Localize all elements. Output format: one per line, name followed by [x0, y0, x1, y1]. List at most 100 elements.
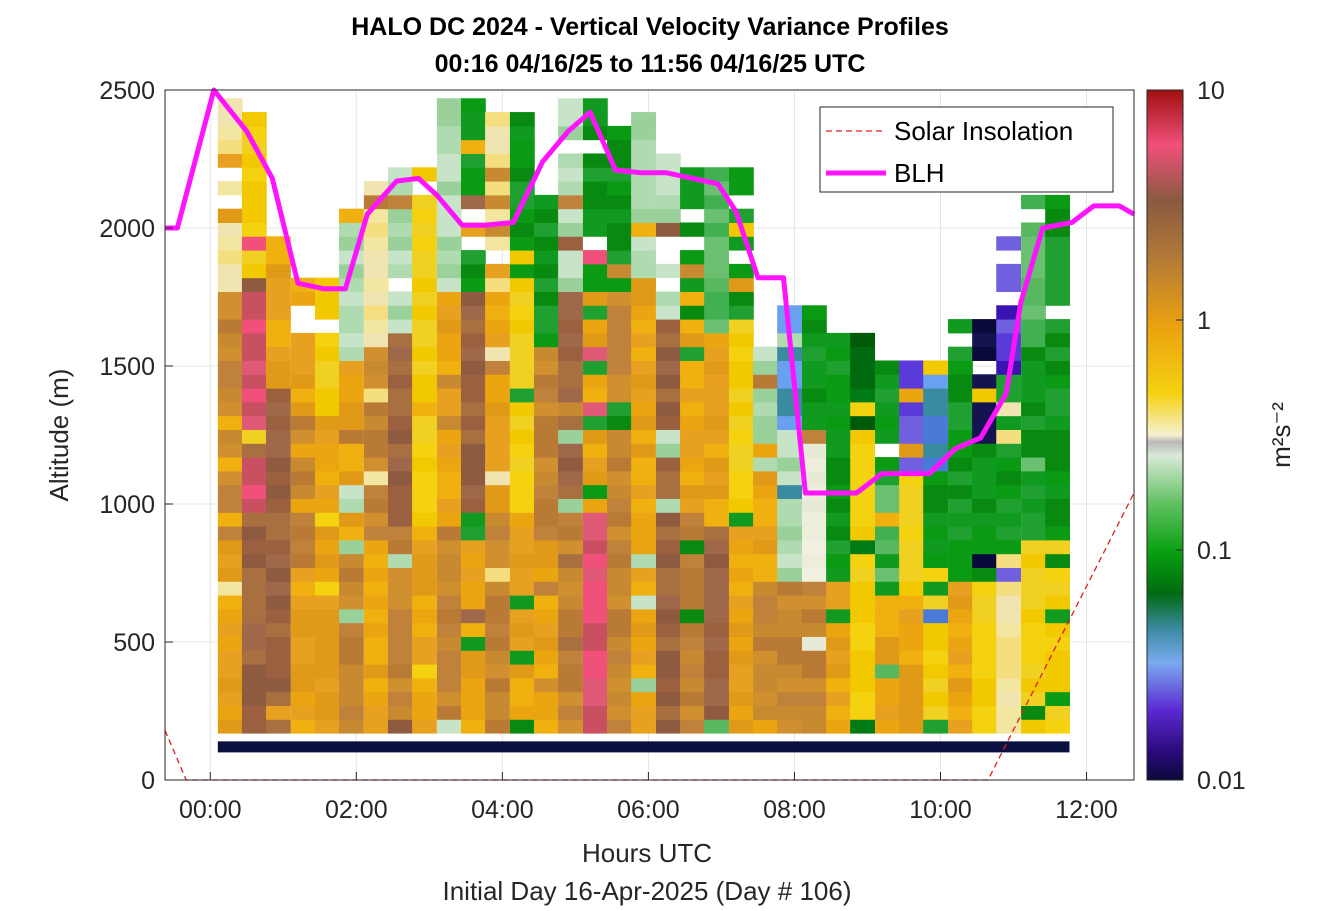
heatmap-cell: [850, 388, 876, 403]
heatmap-cell: [509, 139, 535, 154]
heatmap-cell: [826, 457, 851, 472]
heatmap-cell: [290, 443, 316, 458]
heatmap-cell: [460, 470, 486, 486]
heatmap-cell: [875, 705, 900, 720]
heatmap-cell: [460, 346, 486, 361]
heatmap-cell: [680, 664, 705, 679]
heatmap-cell: [241, 305, 267, 320]
heatmap-cell: [655, 332, 681, 348]
heatmap-cell: [217, 650, 243, 665]
heatmap-cell: [387, 291, 413, 306]
heatmap-cell: [363, 332, 389, 348]
heatmap-cell: [290, 608, 316, 624]
heatmap-cell: [704, 277, 729, 292]
heatmap-cell: [363, 263, 389, 279]
heatmap-cell: [826, 650, 851, 665]
heatmap-cell: [363, 595, 389, 610]
heatmap-cell: [217, 277, 243, 292]
heatmap-cell: [680, 250, 705, 265]
heatmap-cell: [704, 194, 729, 210]
heatmap-cell: [631, 208, 656, 223]
heatmap-cell: [534, 691, 559, 706]
heatmap-cell: [704, 263, 729, 279]
heatmap-cell: [1045, 208, 1070, 223]
heatmap-cell: [631, 388, 656, 403]
heatmap-cell: [534, 677, 559, 693]
heatmap-cell: [217, 125, 243, 141]
heatmap-cell: [1045, 553, 1070, 568]
heatmap-cell: [631, 194, 656, 210]
heatmap-cell: [1045, 595, 1070, 610]
heatmap-cell: [753, 415, 778, 430]
heatmap-cell: [631, 429, 656, 444]
heatmap-cell: [948, 705, 973, 720]
heatmap-cell: [680, 636, 705, 651]
heatmap-cell: [460, 277, 486, 292]
heatmap-cell: [509, 567, 535, 582]
heatmap-cell: [558, 360, 583, 375]
heatmap-cell: [972, 719, 997, 734]
heatmap-cell: [996, 526, 1022, 541]
heatmap-cell: [996, 443, 1022, 458]
heatmap-cell: [728, 664, 754, 679]
heatmap-cell: [314, 360, 340, 375]
heatmap-cell: [266, 484, 291, 499]
heatmap-cell: [607, 595, 632, 610]
heatmap-cell: [777, 677, 802, 693]
heatmap-cell: [850, 332, 876, 348]
heatmap-cell: [655, 719, 681, 734]
heatmap-cell: [899, 457, 924, 472]
heatmap-cell: [655, 346, 681, 361]
heatmap-cell: [241, 167, 267, 182]
heatmap-cell: [387, 222, 413, 237]
heatmap-cell: [485, 332, 510, 348]
heatmap-cell: [509, 222, 535, 237]
heatmap-cell: [875, 567, 900, 582]
heatmap-cell: [607, 139, 632, 154]
heatmap-cell: [680, 415, 705, 430]
heatmap-cell: [728, 526, 754, 541]
heatmap-cell: [607, 636, 632, 651]
heatmap-cell: [728, 636, 754, 651]
heatmap-cell: [1021, 457, 1046, 472]
heatmap-cell: [339, 622, 364, 637]
heatmap-cell: [728, 539, 754, 555]
heatmap-cell: [241, 208, 267, 223]
heatmap-cell: [753, 608, 778, 624]
heatmap-cell: [875, 608, 900, 624]
heatmap-cell: [680, 332, 705, 348]
heatmap-cell: [607, 305, 632, 320]
heatmap-cell: [704, 526, 729, 541]
heatmap-cell: [339, 719, 364, 734]
heatmap-cell: [436, 484, 462, 499]
heatmap-cell: [704, 595, 729, 610]
heatmap-cell: [509, 443, 535, 458]
heatmap-cell: [582, 553, 608, 568]
heatmap-cell: [680, 263, 705, 279]
heatmap-cell: [728, 360, 754, 375]
heatmap-cell: [509, 526, 535, 541]
heatmap-cell: [607, 553, 632, 568]
heatmap-cell: [363, 457, 389, 472]
heatmap-cell: [582, 181, 608, 196]
heatmap-cell: [241, 553, 267, 568]
heatmap-cell: [972, 443, 997, 458]
heatmap-cell: [728, 512, 754, 527]
heatmap-cell: [412, 691, 437, 706]
heatmap-cell: [412, 650, 437, 665]
heatmap-cell: [728, 608, 754, 624]
heatmap-cell: [339, 526, 364, 541]
heatmap-cell: [704, 457, 729, 472]
heatmap-cell: [923, 388, 949, 403]
heatmap-cell: [290, 360, 316, 375]
heatmap-cell: [826, 374, 851, 389]
heatmap-cell: [704, 208, 729, 223]
heatmap-cell: [339, 691, 364, 706]
heatmap-cell: [534, 498, 559, 513]
heatmap-cell: [387, 388, 413, 403]
heatmap-cell: [339, 305, 364, 320]
legend-blh-label: BLH: [894, 158, 945, 188]
heatmap-cell: [1021, 553, 1046, 568]
heatmap-cell: [509, 125, 535, 141]
heatmap-cell: [412, 470, 437, 486]
